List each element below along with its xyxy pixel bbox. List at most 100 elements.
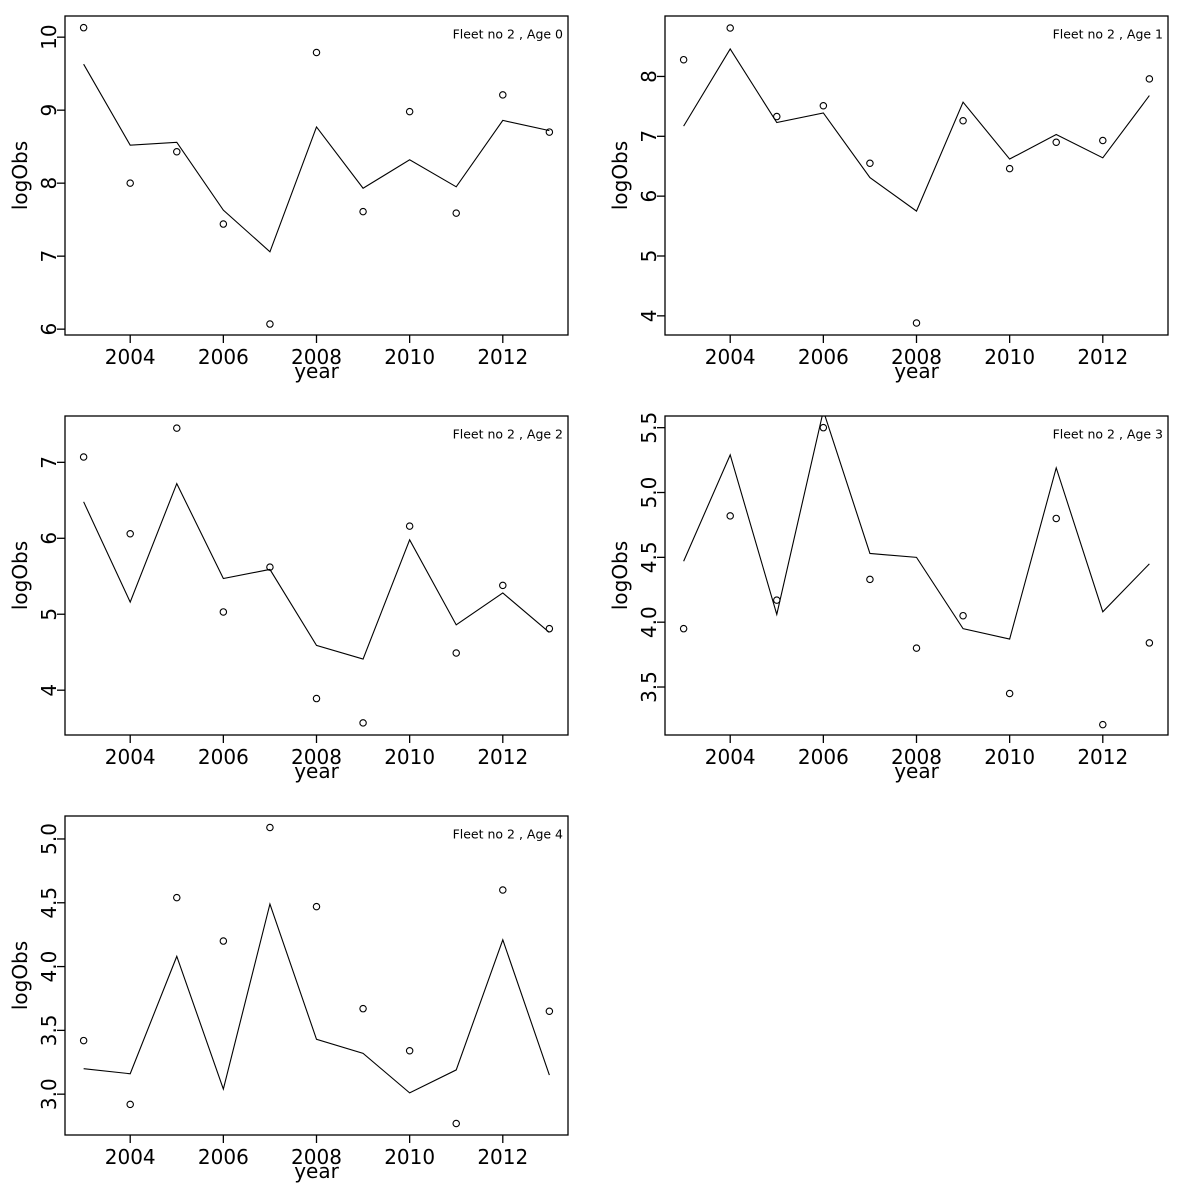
observed-point — [679, 55, 688, 64]
panel-title: Fleet no 2 , Age 4 — [453, 827, 563, 842]
observed-point — [126, 179, 134, 187]
y-tick-label: 3.5 — [637, 671, 661, 703]
observed-point — [499, 91, 507, 99]
observed-point — [452, 649, 460, 657]
fitted-line — [83, 902, 550, 1094]
observed-point — [1145, 639, 1154, 647]
observed-point — [79, 453, 88, 461]
y-tick-label: 4.0 — [37, 951, 61, 983]
y-axis-label: logObs — [8, 141, 32, 210]
observed-point — [499, 581, 507, 590]
x-tick-label: 2008 — [891, 745, 942, 769]
observed-point — [1099, 720, 1107, 729]
x-tick-label: 2006 — [198, 1145, 249, 1169]
panel-fleet2-age-2: 2004 2006 2008 2010 2012 4 5 6 7 year logObs Fleet … — [0, 400, 600, 800]
plot-box — [64, 815, 569, 1136]
observed-point — [819, 423, 828, 432]
y-tick-label: 3.0 — [37, 1078, 61, 1110]
observed-point — [173, 148, 181, 156]
x-tick-label: 2012 — [1077, 745, 1128, 769]
plot-box — [664, 415, 1169, 736]
y-tick-label: 7 — [37, 250, 61, 263]
x-tick-label: 2004 — [705, 745, 756, 769]
observed-point — [912, 644, 921, 652]
y-tick-label: 5 — [637, 250, 661, 263]
observed-point — [1005, 689, 1014, 698]
x-tick-label: 2012 — [1077, 345, 1128, 369]
y-tick-label: 7 — [637, 130, 661, 143]
y-tick-label: 4 — [37, 684, 61, 697]
observed-point — [312, 694, 321, 703]
panel-svg-age-2: 2004 2006 2008 2010 2012 4 5 6 7 year logObs Fleet … — [8, 415, 569, 783]
observed-point — [79, 1036, 88, 1045]
observed-point — [545, 128, 554, 136]
x-tick-label: 2010 — [384, 345, 435, 369]
x-tick-label: 2004 — [105, 345, 156, 369]
observed-point — [126, 1100, 134, 1109]
x-axis-label: year — [294, 359, 339, 383]
observed-point — [405, 107, 414, 116]
fitted-line — [83, 63, 550, 253]
observed-point — [219, 608, 228, 616]
panel-title: Fleet no 2 , Age 3 — [1053, 427, 1163, 442]
observed-point — [266, 563, 274, 571]
observed-point — [545, 1007, 554, 1015]
y-tick-label: 7 — [37, 456, 61, 469]
panel-fleet2-age-1: 2004 2006 2008 2010 2012 4 5 6 7 8 year logObs Fleet… — [600, 0, 1200, 400]
observed-point — [726, 512, 734, 520]
x-axis-label: year — [894, 759, 939, 783]
observed-point — [1099, 136, 1107, 145]
y-tick-label: 6 — [37, 532, 61, 545]
observed-point — [726, 24, 734, 32]
observed-point — [1005, 164, 1014, 173]
x-tick-label: 2008 — [291, 345, 342, 369]
x-tick-label: 2004 — [105, 745, 156, 769]
y-tick-label: 4.0 — [637, 606, 661, 638]
panel-fleet2-age-4: 2004 2006 2008 2010 2012 3.0 3.5 4.0 4.5 5.0 year l… — [0, 800, 600, 1200]
y-tick-label: 9 — [37, 104, 61, 117]
y-tick-label: 4.5 — [37, 887, 61, 919]
observed-point — [452, 209, 460, 217]
observed-point — [866, 575, 874, 584]
y-axis-label: logObs — [8, 541, 32, 610]
y-tick-label: 8 — [37, 177, 61, 190]
observed-point — [819, 102, 828, 110]
observed-point — [359, 207, 367, 216]
observed-point — [959, 116, 967, 125]
x-tick-label: 2008 — [291, 1145, 342, 1169]
panel-fleet2-age-3: 2004 2006 2008 2010 2012 3.5 4.0 4.5 5.0 5.5 year l… — [600, 400, 1200, 800]
x-tick-label: 2012 — [477, 745, 528, 769]
x-tick-label: 2010 — [984, 745, 1035, 769]
panel-title: Fleet no 2 , Age 1 — [1053, 27, 1163, 42]
plot-box — [64, 15, 569, 336]
panel-svg-age-1: 2004 2006 2008 2010 2012 4 5 6 7 8 year logObs Fleet… — [608, 15, 1169, 383]
observed-point — [405, 1047, 414, 1055]
observed-point — [312, 48, 321, 57]
observed-point — [359, 719, 367, 727]
y-tick-label: 3.5 — [37, 1014, 61, 1046]
observed-point — [359, 1004, 367, 1013]
fitted-line — [83, 482, 550, 660]
observed-point — [773, 112, 781, 121]
fitted-line — [683, 416, 1150, 640]
x-tick-label: 2010 — [384, 745, 435, 769]
x-tick-label: 2004 — [705, 345, 756, 369]
observed-point — [312, 902, 321, 911]
observed-point — [219, 220, 228, 228]
y-tick-label: 6 — [637, 190, 661, 203]
y-axis-label: logObs — [8, 941, 32, 1010]
x-tick-label: 2010 — [384, 1145, 435, 1169]
y-tick-label: 8 — [637, 70, 661, 83]
y-tick-label: 4 — [637, 309, 661, 322]
observed-point — [912, 319, 921, 327]
y-tick-label: 5.0 — [37, 823, 61, 855]
x-tick-label: 2006 — [198, 345, 249, 369]
observed-point — [773, 596, 781, 604]
observed-point — [545, 624, 554, 633]
observed-point — [959, 611, 967, 620]
x-tick-label: 2010 — [984, 345, 1035, 369]
y-axis-label: logObs — [608, 141, 632, 210]
observed-point — [1052, 514, 1060, 523]
y-tick-label: 10 — [37, 24, 61, 49]
